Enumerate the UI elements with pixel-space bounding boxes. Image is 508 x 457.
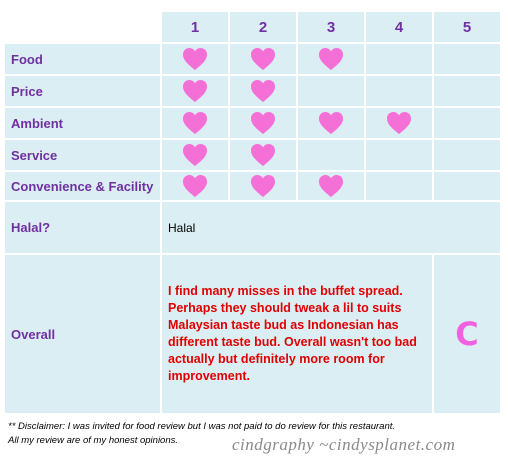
column-header: 5 bbox=[434, 12, 500, 42]
rating-cell bbox=[230, 108, 296, 138]
row-label: Convenience & Facility bbox=[5, 172, 160, 200]
column-header: 4 bbox=[366, 12, 432, 42]
heart bbox=[251, 80, 275, 102]
heart bbox=[251, 112, 275, 134]
heart bbox=[183, 48, 207, 70]
heart bbox=[319, 112, 343, 134]
row-label: Overall bbox=[5, 255, 160, 413]
heart bbox=[183, 80, 207, 102]
overall-grade: C bbox=[434, 255, 500, 413]
row-label: Halal? bbox=[5, 202, 160, 253]
column-header: 1 bbox=[162, 12, 228, 42]
rating-cell bbox=[434, 44, 500, 74]
rating-cell bbox=[366, 140, 432, 170]
rating-cell bbox=[298, 172, 364, 200]
rating-cell bbox=[298, 44, 364, 74]
rating-cell bbox=[230, 76, 296, 106]
rating-cell bbox=[434, 140, 500, 170]
disclaimer-line: All my review are of my honest opinions. bbox=[8, 435, 179, 446]
column-header: 3 bbox=[298, 12, 364, 42]
heart bbox=[251, 48, 275, 70]
rating-cell bbox=[366, 172, 432, 200]
heart-shape bbox=[251, 144, 275, 166]
heart-shape bbox=[319, 112, 343, 134]
watermark: cindgraphy ~cindysplanet.com bbox=[232, 435, 456, 454]
heart-shape bbox=[251, 80, 275, 102]
rating-cell bbox=[162, 172, 228, 200]
heart-shape bbox=[183, 48, 207, 70]
heart-shape bbox=[251, 48, 275, 70]
rating-cell bbox=[366, 108, 432, 138]
heart-shape bbox=[251, 175, 275, 197]
heart bbox=[319, 48, 343, 70]
rating-cell bbox=[366, 76, 432, 106]
heart-shape bbox=[183, 175, 207, 197]
rating-table: 1 2 3 4 5 Food Price Ambient Service Convenience … bbox=[5, 12, 500, 413]
rating-cell bbox=[298, 140, 364, 170]
heart-shape bbox=[183, 144, 207, 166]
rating-cell bbox=[162, 76, 228, 106]
heart-shape bbox=[251, 112, 275, 134]
rating-cell bbox=[366, 44, 432, 74]
heart-shape bbox=[319, 48, 343, 70]
disclaimer: ** Disclaimer: I was invited for food re… bbox=[8, 420, 395, 448]
heart bbox=[387, 112, 411, 134]
rating-cell bbox=[162, 108, 228, 138]
rating-cell bbox=[298, 76, 364, 106]
heart bbox=[251, 175, 275, 197]
rating-cell bbox=[298, 108, 364, 138]
rating-cell bbox=[162, 44, 228, 74]
rating-cell bbox=[230, 44, 296, 74]
heart bbox=[251, 144, 275, 166]
heart-shape bbox=[183, 112, 207, 134]
rating-cell bbox=[434, 76, 500, 106]
halal-value: Halal bbox=[162, 202, 500, 253]
row-label: Ambient bbox=[5, 108, 160, 138]
row-label: Food bbox=[5, 44, 160, 74]
heart bbox=[319, 175, 343, 197]
heart bbox=[183, 175, 207, 197]
heart bbox=[183, 144, 207, 166]
heart-shape bbox=[387, 112, 411, 134]
rating-cell bbox=[162, 140, 228, 170]
heart-shape bbox=[319, 175, 343, 197]
corner-cell bbox=[5, 12, 160, 42]
rating-cell bbox=[230, 172, 296, 200]
overall-text: I find many misses in the buffet spread.… bbox=[162, 255, 432, 413]
disclaimer-line: ** Disclaimer: I was invited for food re… bbox=[8, 421, 396, 432]
row-label: Service bbox=[5, 140, 160, 170]
rating-cell bbox=[230, 140, 296, 170]
heart bbox=[183, 112, 207, 134]
rating-cell bbox=[434, 108, 500, 138]
heart-shape bbox=[183, 80, 207, 102]
row-label: Price bbox=[5, 76, 160, 106]
column-header: 2 bbox=[230, 12, 296, 42]
rating-cell bbox=[434, 172, 500, 200]
